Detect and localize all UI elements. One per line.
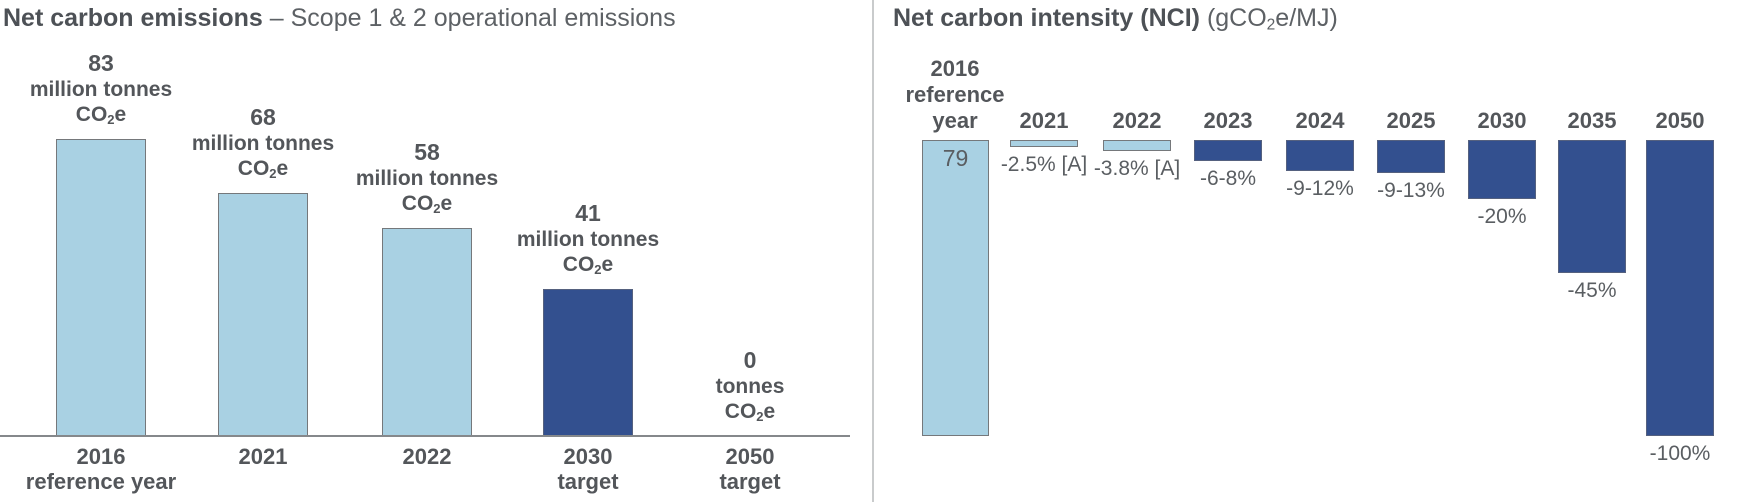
bar-2016-reference-year bbox=[56, 139, 146, 436]
year-label-2030: 2030 bbox=[1477, 108, 1527, 133]
bar-2025 bbox=[1377, 140, 1445, 173]
reduction-label-2050: -100% bbox=[1649, 442, 1711, 465]
bar-2035 bbox=[1558, 140, 1626, 273]
bar-2021 bbox=[1010, 140, 1078, 147]
bar-2022 bbox=[382, 228, 472, 436]
bar-2022 bbox=[1103, 140, 1171, 151]
left-chart-title-text: Net carbon emissions bbox=[3, 4, 263, 32]
value-label-2050-target: 0 tonnes CO2e bbox=[715, 347, 785, 424]
value-label-2021: 68 million tonnes CO2e bbox=[191, 104, 335, 181]
left-chart-subtitle: – Scope 1 & 2 operational emissions bbox=[269, 4, 676, 32]
bar-2024 bbox=[1286, 140, 1354, 171]
year-label-2025: 2025 bbox=[1386, 108, 1436, 133]
axis-label-2016-reference-year: 2016 reference year bbox=[25, 444, 177, 494]
year-label-2035: 2035 bbox=[1567, 108, 1617, 133]
bar-2030 bbox=[1468, 140, 1536, 199]
year-label-2050: 2050 bbox=[1655, 108, 1705, 133]
axis-label-2030-target: 2030 target bbox=[557, 444, 619, 494]
left-chart-x-axis bbox=[0, 435, 850, 437]
year-label-2021: 2021 bbox=[1019, 108, 1069, 133]
axis-label-2022: 2022 bbox=[402, 444, 452, 469]
year-label-2022: 2022 bbox=[1112, 108, 1162, 133]
reduction-label-2035: -45% bbox=[1567, 279, 1617, 302]
value-label-2016-reference-year: 83 million tonnes CO2e bbox=[29, 50, 173, 127]
bar-2030-target bbox=[543, 289, 633, 436]
bar-2016-reference-year bbox=[922, 140, 989, 436]
left-chart-title: Net carbon emissions – Scope 1 & 2 opera… bbox=[3, 3, 676, 33]
bar-2023 bbox=[1194, 140, 1262, 161]
right-chart-title-text: Net carbon intensity (NCI) bbox=[893, 4, 1200, 32]
panel-divider bbox=[872, 0, 874, 502]
right-chart-title: Net carbon intensity (NCI) (gCO2e/MJ) bbox=[893, 3, 1338, 33]
axis-label-2050-target: 2050 target bbox=[719, 444, 781, 494]
reduction-label-2025: -9-13% bbox=[1377, 179, 1445, 202]
value-label-2030-target: 41 million tonnes CO2e bbox=[516, 200, 660, 277]
value-label-2022: 58 million tonnes CO2e bbox=[355, 139, 499, 216]
year-label-2023: 2023 bbox=[1203, 108, 1253, 133]
right-chart-unit: (gCO2e/MJ) bbox=[1206, 4, 1338, 34]
reduction-label-2024: -9-12% bbox=[1286, 177, 1354, 200]
reduction-label-2030: -20% bbox=[1477, 205, 1527, 228]
bar-2050 bbox=[1646, 140, 1714, 436]
bar-2021 bbox=[218, 193, 308, 436]
reference-value: 79 bbox=[942, 145, 969, 171]
reduction-label-2021: -2.5% [A] bbox=[1000, 153, 1088, 176]
year-label-2024: 2024 bbox=[1295, 108, 1345, 133]
reduction-label-2023: -6-8% bbox=[1199, 167, 1257, 190]
axis-label-2016-reference-year: 2016 reference year bbox=[905, 56, 1005, 133]
reduction-label-2022: -3.8% [A] bbox=[1093, 157, 1181, 180]
axis-label-2021: 2021 bbox=[238, 444, 288, 469]
